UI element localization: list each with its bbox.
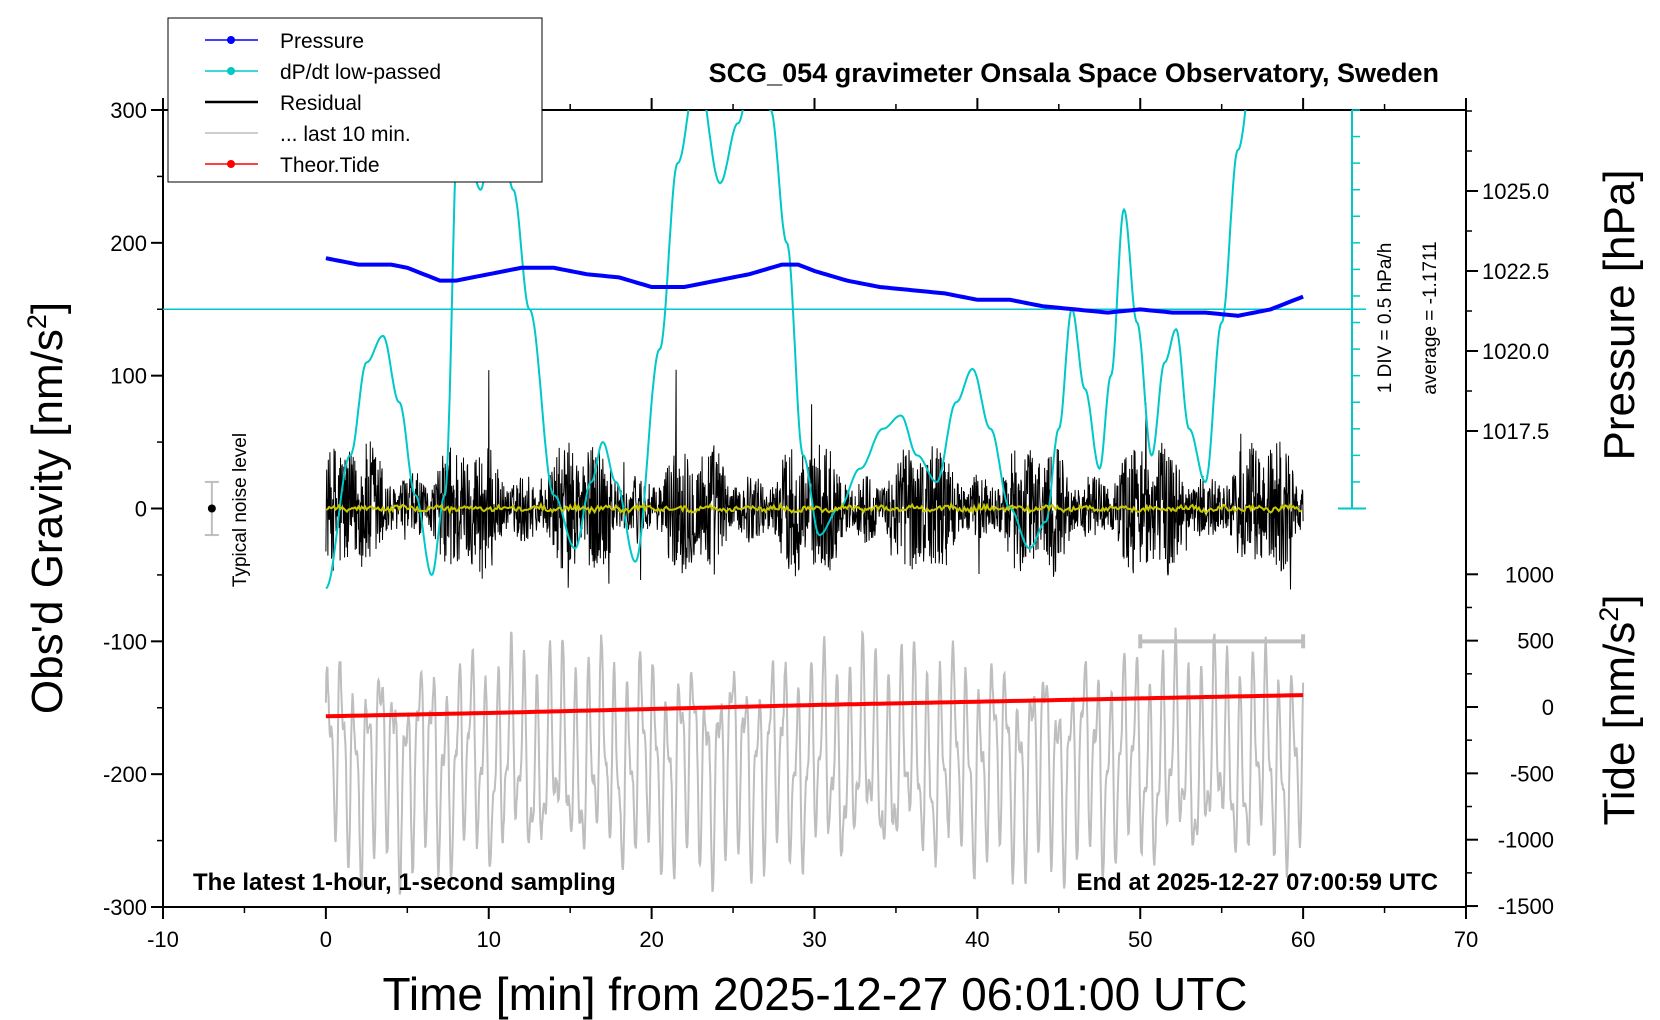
y-axis-label-main: Obs'd Gravity [nm/s [23,329,72,714]
legend-label: Theor.Tide [280,154,380,177]
x-tick-label: 10 [477,927,501,952]
tide-tick-label: 500 [1517,629,1554,654]
legend-swatch-dot [227,160,235,168]
y-axis-label-end: ] [23,302,72,314]
y-tick-label: 100 [110,364,147,389]
legend-label: Residual [280,92,362,115]
footer-right: End at 2025-12-27 07:00:59 UTC [1077,869,1439,896]
legend-swatch-dot [227,67,235,75]
pressure-line [325,256,1304,318]
footer-left: The latest 1-hour, 1-second sampling [193,869,616,896]
y-tick-label: 200 [110,231,147,256]
legend-label: ... last 10 min. [280,123,411,146]
x-tick-label: 70 [1454,927,1478,952]
tide-axis-ticks: 1000 500 0 -500 -1000 -1500 [1466,562,1554,919]
y-axis-ticks: 300 200 100 0 -100 -200 -300 [103,98,163,920]
pressure-tick-label: 1017.5 [1482,419,1549,444]
y-tick-label: -100 [103,629,147,654]
residual-mean-line [325,501,1302,516]
tide-tick-label: 0 [1542,695,1554,720]
x-tick-label: 60 [1291,927,1315,952]
pressure-series [325,256,1304,318]
last-10-min-line [324,627,1305,895]
tide-tick-label: 1000 [1505,562,1554,587]
tide-axis-label: Tide [nm/s2] [1594,594,1644,825]
tide-tick-label: -1500 [1498,894,1554,919]
residual-mean-polyline [325,501,1302,516]
y-tick-label: 0 [135,497,147,522]
tide-axis-label-end: ] [1595,594,1644,606]
legend-label: Pressure [280,30,364,53]
x-tick-label: 30 [802,927,826,952]
residual-line [325,369,1304,590]
x-tick-label: 50 [1128,927,1152,952]
legend-swatch-dot [227,36,235,44]
y-tick-label: -300 [103,895,147,920]
legend-box [167,17,543,183]
pressure-axis-ticks: 1025.0 1022.5 1020.0 1017.5 [1466,110,1549,444]
theor-tide-line [325,693,1304,719]
tide-tick-label: -500 [1510,761,1554,786]
pressure-tick-label: 1020.0 [1482,339,1549,364]
noise-level-label: Typical noise level [230,433,251,587]
y-tick-label: -200 [103,762,147,787]
legend-label: dP/dt low-passed [280,61,441,84]
last-10-min-series [324,627,1305,895]
dpdt-average-label: average = -1.1711 [1420,241,1441,394]
chart-annotations [204,109,1366,649]
x-tick-label: 20 [639,927,663,952]
dpdt-scale-label: 1 DIV = 0.5 hPa/h [1375,243,1396,394]
chart-title: SCG_054 gravimeter Onsala Space Observat… [709,58,1439,88]
legend: Pressure dP/dt low-passed Residual ... last… [205,30,441,177]
noise-level-dot [207,504,216,513]
y-tick-label: 300 [110,98,147,123]
x-tick-label: -10 [147,927,179,952]
x-axis-label: Time [min] from 2025-12-27 06:01:00 UTC [383,968,1248,1020]
theor-tide-series [325,693,1304,719]
pressure-tick-label: 1025.0 [1482,179,1549,204]
x-tick-label: 40 [965,927,989,952]
tide-axis-label-sup: 2 [1594,607,1624,622]
y-axis-label-sup: 2 [22,314,52,329]
y-axis-label: Obs'd Gravity [nm/s2] [22,302,72,714]
tide-tick-label: -1000 [1498,828,1554,853]
x-tick-label: 0 [320,927,332,952]
pressure-axis-label: Pressure [hPa] [1595,169,1644,460]
pressure-tick-label: 1022.5 [1482,259,1549,284]
tide-axis-label-main: Tide [nm/s [1595,622,1644,826]
residual-series [325,369,1304,590]
